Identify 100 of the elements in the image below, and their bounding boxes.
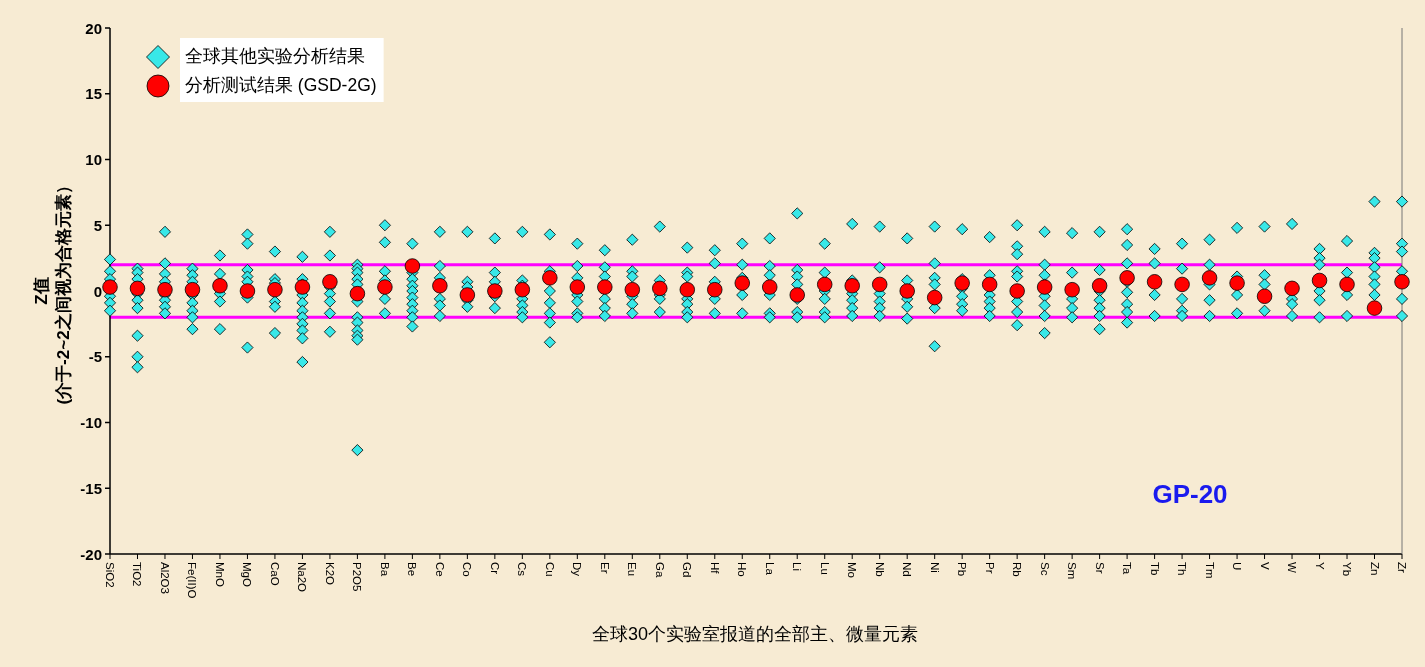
y-tick-label: 20 xyxy=(85,19,102,37)
point xyxy=(652,280,668,297)
x-tick-label: Y xyxy=(1313,562,1326,570)
point xyxy=(679,281,695,298)
point xyxy=(432,278,448,294)
x-tick-label: Li xyxy=(791,562,804,571)
x-tick-label: Lu xyxy=(818,562,831,575)
point xyxy=(459,287,476,303)
x-tick-label: Sr xyxy=(1093,562,1106,574)
x-tick-label: Ta xyxy=(1121,562,1134,575)
x-tick-label: Ga xyxy=(653,562,666,578)
x-tick-label: Rb xyxy=(1011,562,1024,577)
x-tick-label: MgO xyxy=(241,562,254,587)
point xyxy=(597,279,613,295)
x-tick-label: CaO xyxy=(268,562,281,586)
point xyxy=(1201,270,1218,286)
x-tick-label: Nb xyxy=(873,562,886,577)
point xyxy=(1174,276,1190,293)
x-tick-label: Mo xyxy=(846,562,859,578)
annotation: GP-20 xyxy=(1152,479,1228,509)
point xyxy=(734,275,750,291)
y-tick-label: 10 xyxy=(85,151,102,168)
point xyxy=(899,283,915,299)
x-tick-label: Zr xyxy=(1396,562,1408,574)
point xyxy=(239,283,256,299)
x-tick-label: Cs xyxy=(516,562,529,577)
y-tick-label: -15 xyxy=(80,479,102,497)
point xyxy=(267,281,283,298)
x-tick-label: Ho xyxy=(736,562,749,577)
x-tick-label: Zn xyxy=(1368,562,1381,576)
point xyxy=(1229,275,1245,291)
point xyxy=(129,280,146,297)
point xyxy=(1064,281,1080,298)
point xyxy=(624,281,640,298)
point xyxy=(1256,288,1273,304)
x-tick-label: MnO xyxy=(213,562,226,587)
x-tick-label: Th xyxy=(1176,562,1189,576)
legend-label: 全球其他实验分析结果 xyxy=(185,46,365,66)
point xyxy=(707,281,723,298)
x-tick-label: SiO2 xyxy=(104,562,116,588)
x-tick-label: Pr xyxy=(983,562,996,574)
x-axis-title: 全球30个实验室报道的全部主、微量元素 xyxy=(591,624,919,644)
point xyxy=(1339,276,1355,293)
x-tick-label: U xyxy=(1231,562,1244,571)
x-tick-label: Er xyxy=(598,562,611,574)
x-tick-label: P2O5 xyxy=(351,562,364,592)
y-axis-title: Z值 (介于-2~2之间视为合格元素） xyxy=(32,177,73,405)
point xyxy=(1036,279,1053,295)
y-tick-label: 0 xyxy=(93,282,102,300)
point xyxy=(1366,300,1383,316)
legend-label: 分析测试结果 (GSD-2G) xyxy=(185,75,377,95)
point xyxy=(844,278,860,294)
x-tick-label: Fe(II)O xyxy=(186,562,199,599)
point xyxy=(1394,274,1410,290)
point xyxy=(542,270,558,286)
x-tick-label: V xyxy=(1258,562,1271,570)
point xyxy=(322,274,338,290)
y-tick-label: -5 xyxy=(88,348,102,366)
x-tick-label: Hf xyxy=(708,562,721,575)
x-tick-label: Ba xyxy=(378,562,391,577)
point xyxy=(981,276,998,293)
point xyxy=(1119,270,1135,286)
y-tick-label: 15 xyxy=(85,85,102,103)
point xyxy=(569,279,586,295)
x-tick-label: TiO2 xyxy=(131,562,144,587)
point xyxy=(514,281,531,298)
point xyxy=(404,258,421,274)
point xyxy=(487,283,503,299)
x-tick-label: Tm xyxy=(1203,562,1216,579)
point xyxy=(377,279,393,295)
point xyxy=(157,281,173,298)
x-tick-label: Na2O xyxy=(296,562,309,593)
x-tick-label: Sm xyxy=(1066,562,1079,580)
x-tick-label: Co xyxy=(461,562,474,577)
point xyxy=(294,279,311,295)
point xyxy=(817,276,833,293)
x-tick-label: Be xyxy=(406,562,419,577)
point xyxy=(1091,278,1108,294)
point xyxy=(762,279,778,295)
x-tick-label: La xyxy=(763,562,776,576)
x-tick-label: K2O xyxy=(323,562,336,586)
x-tick-label: W xyxy=(1286,562,1299,573)
point xyxy=(789,287,805,303)
x-tick-label: Dy xyxy=(571,562,584,577)
point xyxy=(872,276,888,293)
y-tick-label: 5 xyxy=(93,216,102,234)
point xyxy=(954,275,970,291)
y-tick-label: -10 xyxy=(80,414,102,431)
point xyxy=(212,278,228,294)
x-tick-label: Al2O3 xyxy=(158,562,171,594)
x-tick-label: Yb xyxy=(1341,562,1354,577)
x-tick-label: Tb xyxy=(1148,562,1161,576)
x-tick-label: Cu xyxy=(543,562,556,577)
point xyxy=(184,281,201,298)
x-tick-label: Sc xyxy=(1038,562,1051,576)
point xyxy=(1146,274,1163,290)
point xyxy=(1311,272,1328,289)
point xyxy=(1009,283,1025,299)
x-tick-label: Nd xyxy=(901,562,914,577)
point xyxy=(1284,280,1300,297)
